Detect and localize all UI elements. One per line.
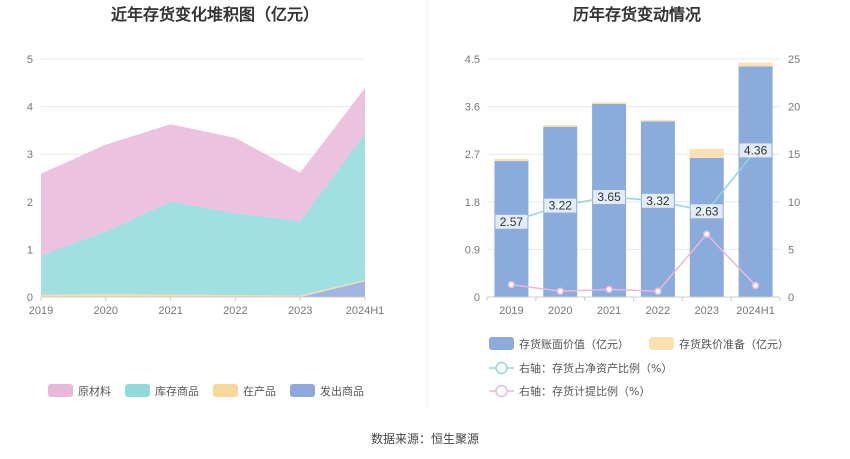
left-y-tick-label: 2: [27, 197, 33, 209]
left-x-tick-label: 2020: [94, 305, 118, 317]
left-x-tick-label: 2022: [223, 305, 247, 317]
right-legend: 存货账面价值（亿元） 存货跌价准备（亿元） 右轴：存货占净资产比例（%） 右轴：存货计…: [489, 337, 789, 398]
right-legend-label: 存货账面价值（亿元）: [519, 337, 629, 351]
data-label: 2.57: [500, 215, 524, 229]
right-y2-tick-label: 25: [788, 54, 800, 66]
right-x-tick-label: 2021: [597, 305, 621, 317]
data-label-bg: [739, 143, 772, 158]
line-series-3: [511, 233, 757, 293]
left-legend-label: 原材料: [78, 384, 111, 398]
left-y-tick-label: 1: [27, 244, 33, 256]
data-label: 3.65: [597, 190, 621, 204]
right-legend-label: 存货跌价准备（亿元）: [679, 337, 789, 351]
bar-book-value: [494, 161, 529, 297]
right-y2-tick-label: 5: [788, 244, 794, 256]
left-y-tick-label: 4: [27, 102, 33, 114]
left-x-tick-label: 2019: [29, 305, 53, 317]
right-legend-label: 右轴：存货占净资产比例（%）: [519, 361, 672, 375]
bar-book-value: [738, 66, 773, 297]
right-legend-marker: [495, 361, 508, 375]
line-point-3: [751, 281, 760, 290]
data-label-bg: [690, 204, 723, 219]
area-series-3: [41, 281, 365, 297]
right-y-tick-label: 0: [474, 292, 480, 304]
left-legend-swatch: [213, 384, 238, 397]
right-x-tick-label: 2024H1: [736, 305, 775, 317]
line-point-3: [703, 230, 711, 238]
data-label-bg: [593, 190, 626, 205]
left-x-tick-label: 2024H1: [346, 305, 385, 317]
line-point-3: [654, 287, 662, 296]
data-label: 3.22: [549, 199, 573, 213]
data-source: 数据来源：恒生聚源: [371, 431, 479, 446]
left-legend-swatch: [290, 384, 315, 397]
left-y-tick-label: 3: [27, 149, 33, 161]
data-label: 4.36: [744, 143, 768, 157]
bar-book-value: [689, 157, 724, 297]
right-y-tick-label: 2.7: [465, 149, 480, 161]
right-y-tick-label: 1.8: [465, 197, 480, 209]
right-chart-title: 历年存货变动情况: [573, 5, 701, 24]
right-y2-tick-label: 20: [788, 102, 800, 114]
right-x-tick-label: 2020: [548, 305, 572, 317]
data-label-bg: [544, 198, 577, 213]
left-legend-swatch: [125, 384, 150, 397]
right-y2-tick-label: 15: [788, 149, 800, 161]
area-series-1: [41, 133, 365, 296]
data-label: 2.63: [695, 204, 719, 218]
data-label: 3.32: [646, 194, 670, 208]
right-legend-marker: [495, 384, 508, 398]
right-x-tick-label: 2019: [499, 305, 523, 317]
bar-impairment: [543, 125, 578, 127]
line-point-3: [556, 287, 564, 296]
bar-impairment: [640, 119, 675, 122]
left-x-tick-label: 2021: [158, 305, 182, 317]
stacked-area-chart: 0 1 2 3 4 5 2019 2020 2021 2022 2023 2024H1: [27, 54, 384, 317]
bar-line-chart: 0 0.9 1.8 2.7 3.6 4.5 0 5 10 15 20 25 2019 2020 2021 20…: [465, 54, 801, 317]
bar-impairment: [738, 62, 773, 67]
left-legend-label: 发出商品: [320, 384, 364, 398]
right-x-tick-label: 2022: [646, 305, 670, 317]
right-y2-tick-label: 10: [788, 197, 800, 209]
right-y-tick-label: 4.5: [465, 54, 480, 66]
left-legend-label: 库存商品: [155, 384, 199, 398]
bar-impairment: [494, 158, 529, 162]
right-x-tick-label: 2023: [695, 305, 719, 317]
left-legend-label: 在产品: [243, 384, 276, 398]
line-point-3: [507, 280, 516, 289]
left-y-tick-label: 0: [27, 292, 33, 304]
right-y-tick-label: 0.9: [465, 244, 480, 256]
area-series-0: [41, 88, 365, 256]
bar-impairment: [689, 148, 724, 158]
right-legend-swatch: [649, 337, 674, 350]
right-y2-tick-label: 0: [788, 292, 794, 304]
bar-impairment: [592, 102, 627, 104]
bar-book-value: [640, 121, 675, 297]
line-point-3: [605, 285, 613, 294]
area-series-2: [41, 279, 365, 297]
data-label-bg: [641, 193, 674, 208]
right-y-tick-label: 3.6: [465, 102, 480, 114]
left-legend: 原材料 库存商品 在产品 发出商品: [48, 384, 364, 398]
left-x-tick-label: 2023: [288, 305, 312, 317]
right-legend-label: 右轴：存货计提比例（%）: [519, 384, 650, 398]
data-label-bg: [495, 214, 528, 229]
left-legend-swatch: [48, 384, 73, 397]
left-y-tick-label: 5: [27, 54, 33, 66]
left-chart-title: 近年存货变化堆积图（亿元）: [111, 5, 319, 24]
right-legend-swatch: [489, 337, 514, 350]
